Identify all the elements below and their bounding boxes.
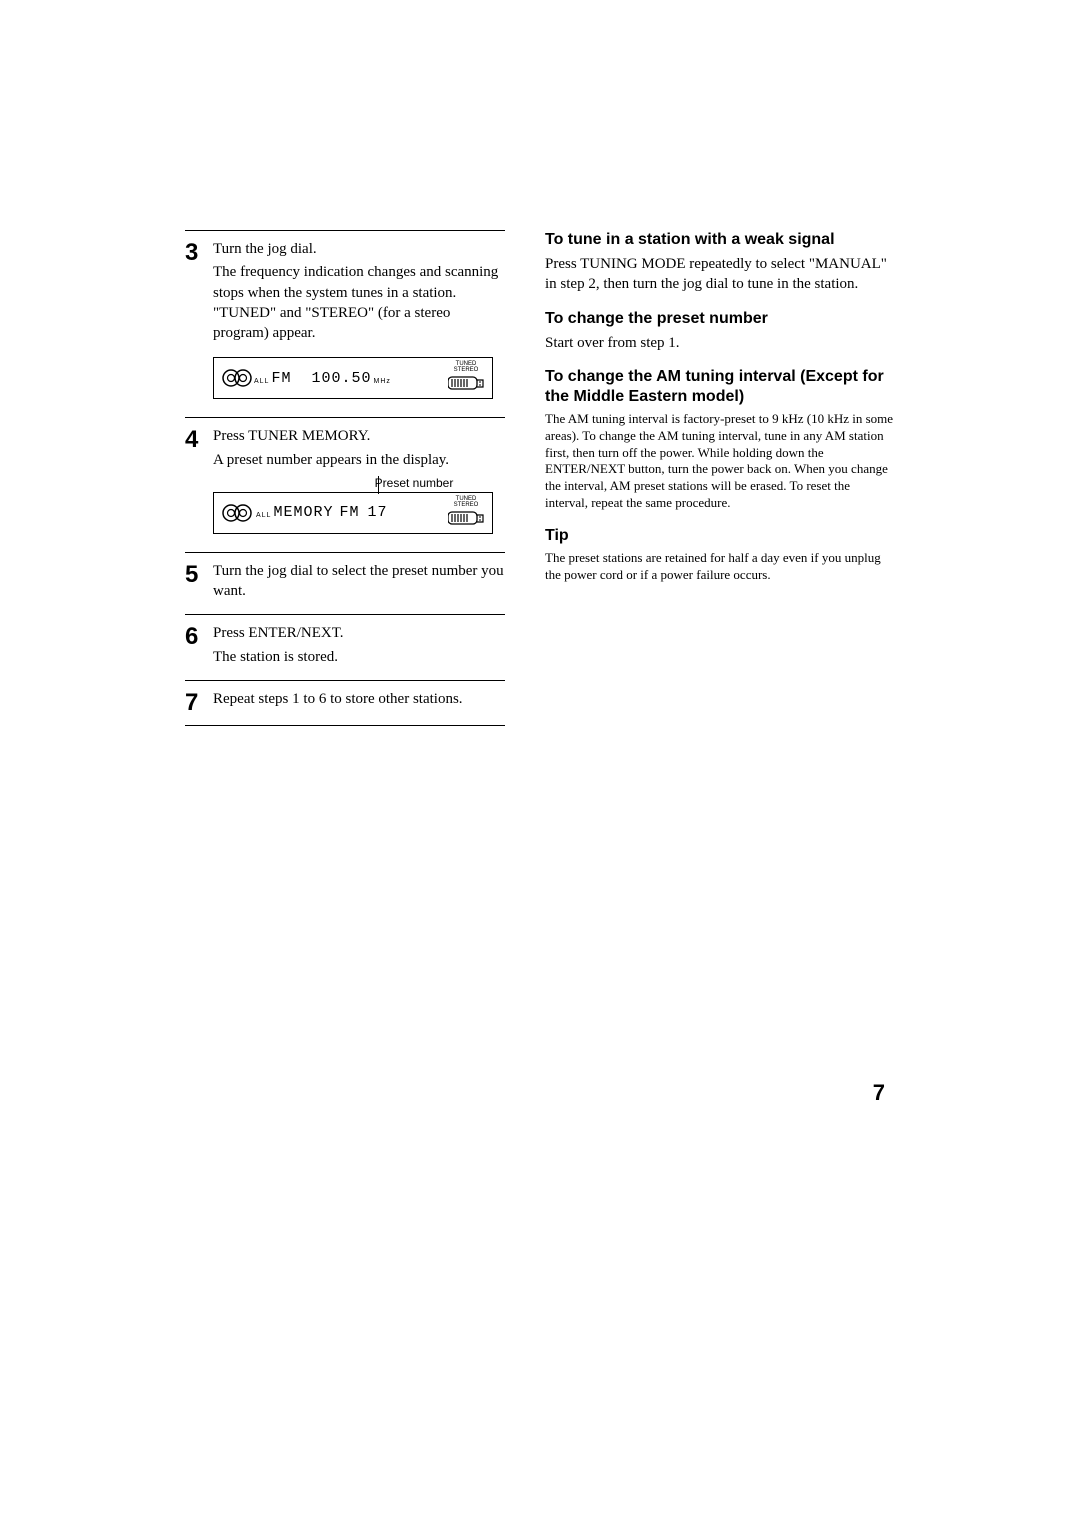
step-main: Turn the jog dial.	[213, 239, 505, 259]
paragraph: Start over from step 1.	[545, 333, 895, 353]
step-main: Turn the jog dial to select the preset n…	[213, 561, 505, 602]
step-number: 4	[185, 426, 213, 452]
page-content: 3 Turn the jog dial. The frequency indic…	[185, 230, 895, 726]
lcd-display: ALL MEMORY FM 17 TUNED STEREO	[213, 492, 493, 534]
lcd-display: ALL FM 100.50 MHz TUNED STEREO	[213, 357, 493, 399]
band-text: ALL FM	[252, 370, 291, 387]
heading-am-interval: To change the AM tuning interval (Except…	[545, 367, 895, 407]
heading-weak-signal: To tune in a station with a weak signal	[545, 230, 895, 250]
paragraph: The preset stations are retained for hal…	[545, 550, 895, 584]
step-6: 6 Press ENTER/NEXT. The station is store…	[185, 614, 505, 680]
paragraph: The AM tuning interval is factory-preset…	[545, 411, 895, 512]
step-body: Repeat steps 1 to 6 to store other stati…	[213, 689, 505, 712]
step-number: 6	[185, 623, 213, 649]
tuned-label: TUNED STEREO	[448, 361, 484, 373]
equalizer-icon	[448, 509, 484, 527]
disc-icon	[222, 504, 252, 522]
preset-number: 17	[368, 504, 388, 521]
step-5: 5 Turn the jog dial to select the preset…	[185, 552, 505, 615]
step-number: 7	[185, 689, 213, 715]
frequency: 100.50	[311, 370, 371, 387]
step-body: Press TUNER MEMORY. A preset number appe…	[213, 426, 505, 542]
band-prefix: ALL	[254, 378, 269, 387]
band: FM	[271, 370, 291, 387]
step-7: 7 Repeat steps 1 to 6 to store other sta…	[185, 680, 505, 726]
tuned-indicator: TUNED STEREO	[448, 496, 484, 532]
paragraph: Press TUNING MODE repeatedly to select "…	[545, 254, 895, 295]
tuned-label: TUNED STEREO	[448, 496, 484, 508]
step-number: 5	[185, 561, 213, 587]
step-body: Turn the jog dial. The frequency indicat…	[213, 239, 505, 407]
freq-unit: MHz	[374, 378, 391, 387]
step-3: 3 Turn the jog dial. The frequency indic…	[185, 230, 505, 417]
memory-label: MEMORY	[273, 504, 333, 521]
equalizer-icon	[448, 374, 484, 392]
step-number: 3	[185, 239, 213, 265]
frequency-text: 100.50 MHz	[311, 370, 392, 387]
disc-icon	[222, 369, 252, 387]
step-main: Repeat steps 1 to 6 to store other stati…	[213, 689, 505, 709]
step-body: Turn the jog dial to select the preset n…	[213, 561, 505, 605]
tuned-indicator: TUNED STEREO	[448, 361, 484, 397]
step-main: Press ENTER/NEXT.	[213, 623, 505, 643]
preset-number-label: Preset number	[323, 476, 505, 490]
step-body: Press ENTER/NEXT. The station is stored.	[213, 623, 505, 670]
left-column: 3 Turn the jog dial. The frequency indic…	[185, 230, 505, 726]
step-detail: The station is stored.	[213, 647, 505, 667]
display-wrapper: ALL MEMORY FM 17 TUNED STEREO	[213, 492, 505, 534]
right-column: To tune in a station with a weak signal …	[545, 230, 895, 726]
heading-tip: Tip	[545, 526, 895, 546]
band: FM	[339, 504, 359, 521]
heading-preset-number: To change the preset number	[545, 309, 895, 329]
step-detail: A preset number appears in the display.	[213, 450, 505, 470]
step-main: Press TUNER MEMORY.	[213, 426, 505, 446]
page-number: 7	[873, 1080, 885, 1106]
band-prefix: ALL	[256, 512, 271, 521]
step-detail: The frequency indication changes and sca…	[213, 262, 505, 343]
step-4: 4 Press TUNER MEMORY. A preset number ap…	[185, 417, 505, 552]
memory-text: ALL MEMORY FM 17	[254, 504, 388, 521]
